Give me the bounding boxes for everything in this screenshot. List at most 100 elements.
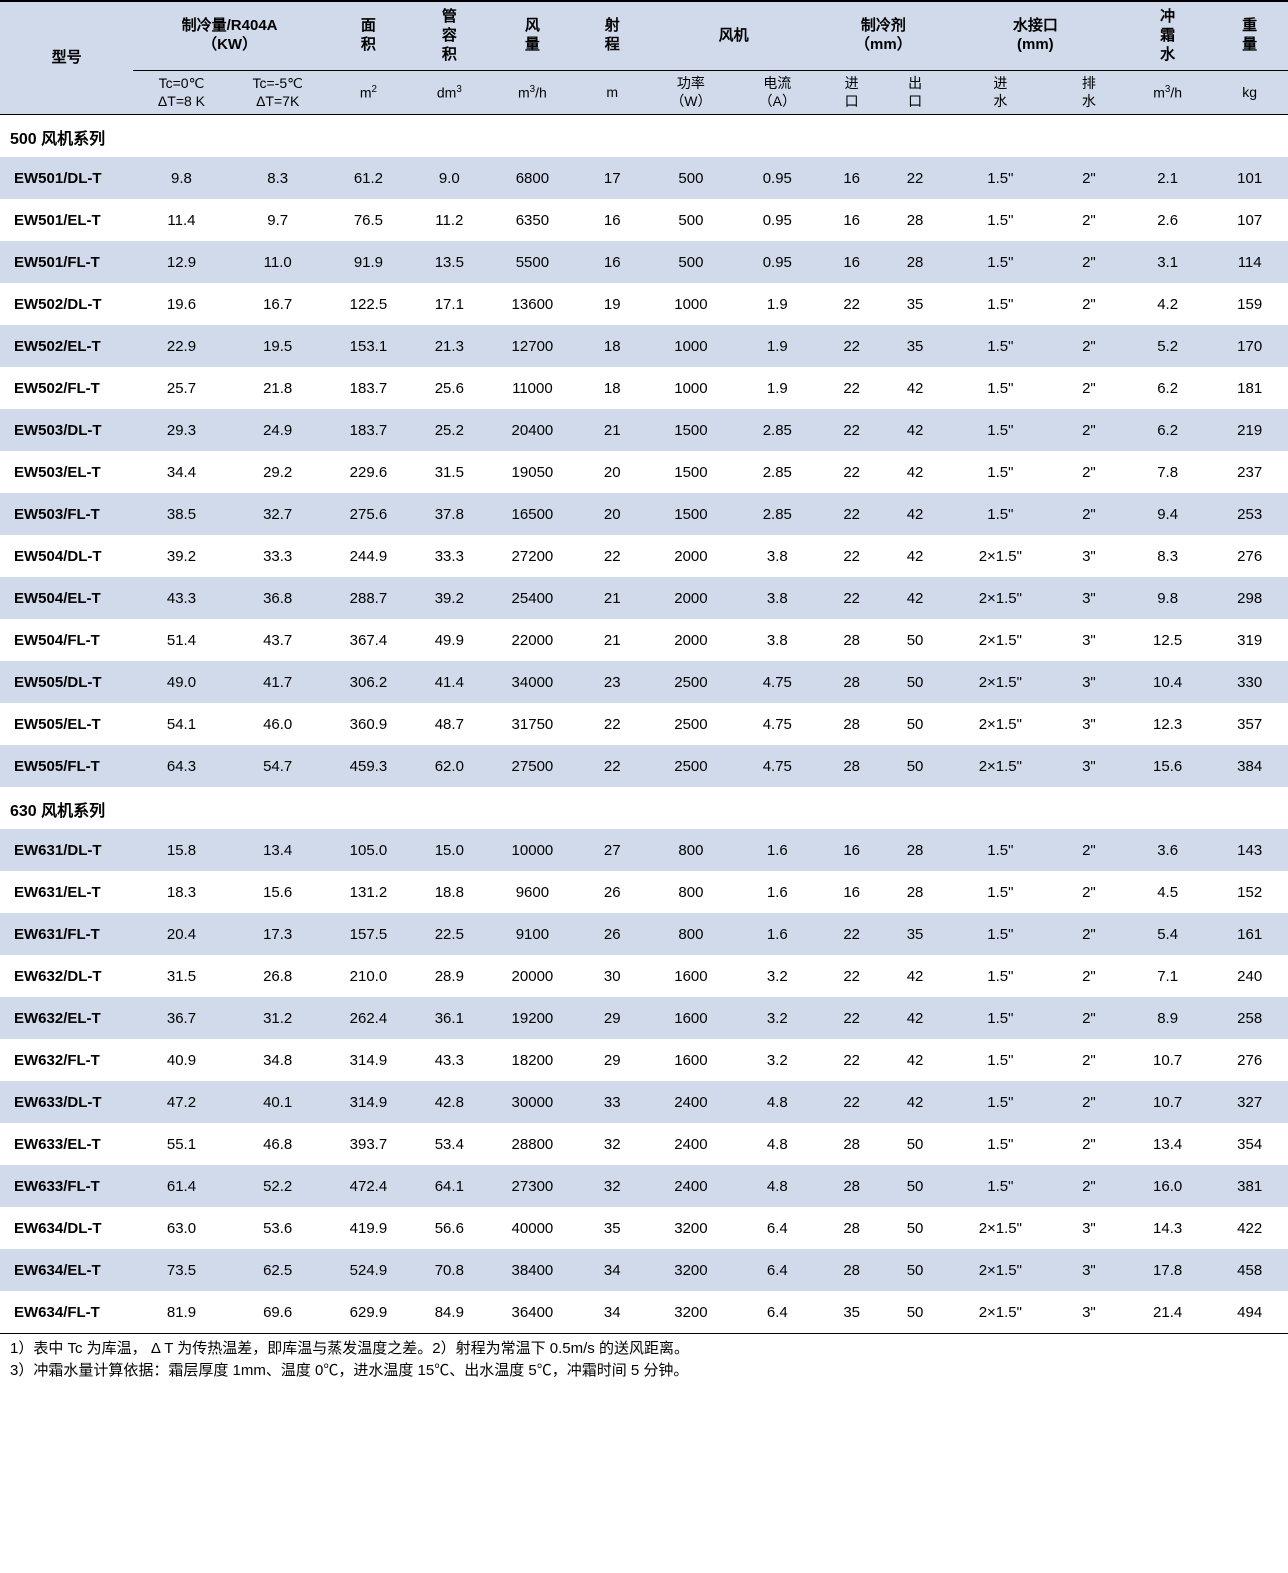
cell-value: 12.9: [133, 241, 229, 283]
cell-value: 3.8: [735, 577, 820, 619]
cell-value: 16: [820, 199, 883, 241]
cell-value: 42.8: [411, 1081, 488, 1123]
cell-value: 6.4: [735, 1291, 820, 1333]
cell-value: 22: [820, 913, 883, 955]
cell-value: 181: [1211, 367, 1288, 409]
table-row: EW504/DL-T39.233.3244.933.3272002220003.…: [0, 535, 1288, 577]
table-row: EW634/DL-T63.053.6419.956.6400003532006.…: [0, 1207, 1288, 1249]
cell-value: 2400: [647, 1165, 734, 1207]
cell-value: 2": [1054, 493, 1124, 535]
cell-model: EW632/DL-T: [0, 955, 133, 997]
cell-value: 35: [820, 1291, 883, 1333]
cell-model: EW502/FL-T: [0, 367, 133, 409]
cell-value: 32: [577, 1123, 647, 1165]
table-row: EW632/EL-T36.731.2262.436.1192002916003.…: [0, 997, 1288, 1039]
cell-value: 61.2: [326, 157, 411, 199]
cell-value: 3.2: [735, 997, 820, 1039]
cell-value: 2": [1054, 913, 1124, 955]
table-row: EW502/EL-T22.919.5153.121.3127001810001.…: [0, 325, 1288, 367]
cell-value: 18200: [488, 1039, 578, 1081]
cell-value: 10000: [488, 829, 578, 871]
cell-value: 21: [577, 409, 647, 451]
cell-value: 50: [883, 703, 946, 745]
cell-value: 25.2: [411, 409, 488, 451]
cell-value: 22: [577, 703, 647, 745]
cell-value: 22: [820, 493, 883, 535]
cell-value: 64.1: [411, 1165, 488, 1207]
cell-value: 15.8: [133, 829, 229, 871]
cell-value: 91.9: [326, 241, 411, 283]
cell-value: 0.95: [735, 241, 820, 283]
sub-outlet: 出口: [883, 71, 946, 115]
cell-value: 6800: [488, 157, 578, 199]
table-row: EW505/EL-T54.146.0360.948.7317502225004.…: [0, 703, 1288, 745]
cell-value: 3": [1054, 619, 1124, 661]
cell-value: 54.1: [133, 703, 229, 745]
cell-value: 51.4: [133, 619, 229, 661]
cell-value: 3": [1054, 1249, 1124, 1291]
cell-value: 62.5: [230, 1249, 326, 1291]
cell-value: 2.1: [1124, 157, 1211, 199]
cell-value: 16.7: [230, 283, 326, 325]
cell-value: 12.5: [1124, 619, 1211, 661]
cell-value: 3.6: [1124, 829, 1211, 871]
cell-value: 33: [577, 1081, 647, 1123]
cell-value: 76.5: [326, 199, 411, 241]
cell-value: 16500: [488, 493, 578, 535]
cell-value: 1.5": [947, 1081, 1054, 1123]
cell-value: 28: [820, 1123, 883, 1165]
cell-value: 298: [1211, 577, 1288, 619]
cell-value: 6.4: [735, 1207, 820, 1249]
cell-value: 2": [1054, 199, 1124, 241]
cell-value: 9.8: [133, 157, 229, 199]
cell-value: 1500: [647, 409, 734, 451]
cell-value: 629.9: [326, 1291, 411, 1333]
cell-value: 36.7: [133, 997, 229, 1039]
cell-value: 1.6: [735, 829, 820, 871]
cell-value: 22.5: [411, 913, 488, 955]
cell-value: 22: [577, 745, 647, 787]
cell-value: 26: [577, 871, 647, 913]
cell-value: 52.2: [230, 1165, 326, 1207]
cell-value: 1.5": [947, 997, 1054, 1039]
cell-value: 1.5": [947, 367, 1054, 409]
cell-value: 30000: [488, 1081, 578, 1123]
cell-value: 25.7: [133, 367, 229, 409]
cell-value: 2.85: [735, 493, 820, 535]
cell-value: 22: [820, 1039, 883, 1081]
cell-value: 15.6: [1124, 745, 1211, 787]
cell-value: 2500: [647, 745, 734, 787]
cell-value: 19.6: [133, 283, 229, 325]
cell-model: EW505/DL-T: [0, 661, 133, 703]
cell-value: 183.7: [326, 367, 411, 409]
table-row: EW505/DL-T49.041.7306.241.4340002325004.…: [0, 661, 1288, 703]
cell-value: 29: [577, 997, 647, 1039]
sub-m: m: [577, 71, 647, 115]
cell-value: 1.9: [735, 325, 820, 367]
cell-value: 157.5: [326, 913, 411, 955]
cell-value: 84.9: [411, 1291, 488, 1333]
cell-value: 229.6: [326, 451, 411, 493]
cell-value: 5.4: [1124, 913, 1211, 955]
cell-value: 42: [883, 577, 946, 619]
cell-value: 2.85: [735, 451, 820, 493]
cell-value: 2000: [647, 619, 734, 661]
cell-value: 35: [883, 913, 946, 955]
cell-model: EW634/DL-T: [0, 1207, 133, 1249]
cell-value: 2400: [647, 1081, 734, 1123]
cell-value: 28.9: [411, 955, 488, 997]
cell-value: 41.7: [230, 661, 326, 703]
cell-value: 18: [577, 325, 647, 367]
cell-value: 2.85: [735, 409, 820, 451]
cell-value: 16: [820, 241, 883, 283]
cell-value: 327: [1211, 1081, 1288, 1123]
cell-value: 1.5": [947, 241, 1054, 283]
cell-value: 2×1.5": [947, 1249, 1054, 1291]
cell-value: 41.4: [411, 661, 488, 703]
cell-value: 12700: [488, 325, 578, 367]
hdr-tube: 管容积: [411, 1, 488, 71]
cell-model: EW504/DL-T: [0, 535, 133, 577]
cell-value: 50: [883, 1123, 946, 1165]
cell-value: 11.4: [133, 199, 229, 241]
cell-value: 61.4: [133, 1165, 229, 1207]
